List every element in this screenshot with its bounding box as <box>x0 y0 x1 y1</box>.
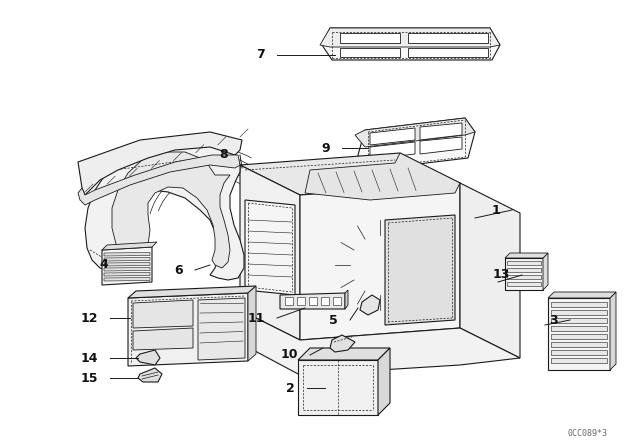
Polygon shape <box>551 302 607 307</box>
Polygon shape <box>507 282 541 286</box>
Polygon shape <box>305 153 460 200</box>
Polygon shape <box>460 183 520 358</box>
Polygon shape <box>245 200 295 295</box>
Polygon shape <box>309 297 317 305</box>
Polygon shape <box>551 358 607 363</box>
Polygon shape <box>133 300 193 328</box>
Text: 9: 9 <box>321 142 330 155</box>
Polygon shape <box>78 155 240 205</box>
Text: 5: 5 <box>329 314 338 327</box>
Text: 13: 13 <box>493 268 510 281</box>
Polygon shape <box>104 277 150 281</box>
Polygon shape <box>321 297 329 305</box>
Polygon shape <box>551 342 607 347</box>
Polygon shape <box>378 348 390 415</box>
Polygon shape <box>505 258 543 290</box>
Polygon shape <box>280 293 345 309</box>
Polygon shape <box>330 335 355 352</box>
Polygon shape <box>128 286 256 298</box>
Polygon shape <box>507 268 541 272</box>
Polygon shape <box>104 253 150 256</box>
Text: 2: 2 <box>286 382 295 395</box>
Polygon shape <box>370 128 415 145</box>
Polygon shape <box>355 118 475 147</box>
Polygon shape <box>285 297 293 305</box>
Polygon shape <box>297 297 305 305</box>
Polygon shape <box>420 137 462 154</box>
Polygon shape <box>548 292 616 298</box>
Polygon shape <box>298 360 378 415</box>
Polygon shape <box>385 215 455 325</box>
Polygon shape <box>360 295 380 315</box>
Polygon shape <box>551 310 607 315</box>
Text: 0CC089*3: 0CC089*3 <box>567 429 607 438</box>
Text: 6: 6 <box>174 263 183 276</box>
Text: 10: 10 <box>280 349 298 362</box>
Polygon shape <box>320 28 500 47</box>
Polygon shape <box>298 348 390 360</box>
Polygon shape <box>340 48 400 57</box>
Polygon shape <box>102 247 152 285</box>
Polygon shape <box>104 267 150 271</box>
Text: 8: 8 <box>220 148 228 161</box>
Polygon shape <box>370 142 415 159</box>
Polygon shape <box>300 183 460 340</box>
Polygon shape <box>104 258 150 261</box>
Polygon shape <box>551 350 607 355</box>
Polygon shape <box>340 33 400 43</box>
Polygon shape <box>507 261 541 265</box>
Polygon shape <box>408 48 488 57</box>
Polygon shape <box>136 350 160 365</box>
Polygon shape <box>240 153 460 195</box>
Polygon shape <box>112 152 230 268</box>
Polygon shape <box>408 33 488 43</box>
Text: 4: 4 <box>99 258 108 271</box>
Polygon shape <box>551 326 607 331</box>
Polygon shape <box>248 286 256 361</box>
Polygon shape <box>505 253 548 258</box>
Polygon shape <box>104 263 150 266</box>
Polygon shape <box>333 297 341 305</box>
Polygon shape <box>240 310 520 375</box>
Polygon shape <box>85 142 244 280</box>
Polygon shape <box>78 132 242 195</box>
Text: 11: 11 <box>248 311 265 324</box>
Polygon shape <box>551 318 607 323</box>
Polygon shape <box>345 290 348 309</box>
Polygon shape <box>128 293 248 366</box>
Polygon shape <box>358 118 475 170</box>
Polygon shape <box>610 292 616 370</box>
Text: 12: 12 <box>81 311 98 324</box>
Polygon shape <box>548 298 610 370</box>
Polygon shape <box>551 334 607 339</box>
Text: 15: 15 <box>81 371 98 384</box>
Text: 14: 14 <box>81 352 98 365</box>
Polygon shape <box>133 328 193 350</box>
Polygon shape <box>138 368 162 382</box>
Polygon shape <box>322 28 500 60</box>
Polygon shape <box>420 123 462 140</box>
Polygon shape <box>240 165 300 340</box>
Polygon shape <box>198 298 245 360</box>
Text: 3: 3 <box>549 314 558 327</box>
Polygon shape <box>102 242 157 250</box>
Polygon shape <box>543 253 548 290</box>
Polygon shape <box>507 275 541 279</box>
Text: 1: 1 <box>492 203 500 216</box>
Polygon shape <box>104 272 150 276</box>
Text: 7: 7 <box>256 48 265 61</box>
